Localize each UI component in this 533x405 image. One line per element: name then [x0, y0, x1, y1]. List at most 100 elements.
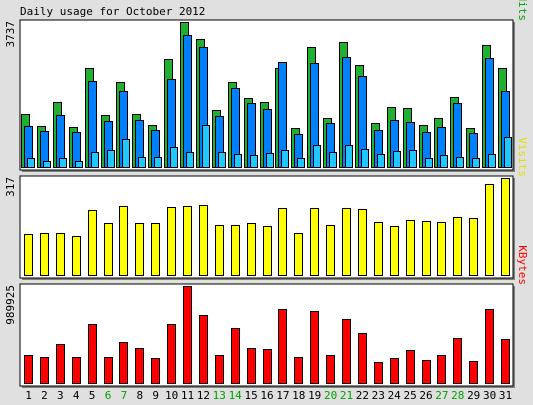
bar-pages-31 [504, 137, 512, 168]
bar-kbytes-16 [263, 349, 272, 384]
y-max-label: 3737 [4, 21, 17, 48]
x-label-16: 16 [260, 389, 273, 402]
bar-visits-4 [72, 236, 81, 276]
bar-kbytes-22 [358, 333, 367, 384]
x-label-5: 5 [89, 389, 96, 402]
panel-legend: Pages/Files/Hits [516, 0, 529, 21]
bar-kbytes-8 [135, 348, 144, 384]
x-label-4: 4 [73, 389, 80, 402]
bar-kbytes-4 [72, 357, 81, 384]
bar-visits-22 [358, 209, 367, 276]
bar-pages-6 [107, 150, 115, 168]
y-max-label: 989925 [4, 285, 17, 325]
bar-pages-26 [425, 158, 433, 168]
bar-pages-4 [75, 161, 83, 168]
bar-pages-10 [170, 147, 178, 168]
x-label-20: 20 [324, 389, 337, 402]
bar-pages-19 [313, 145, 321, 168]
series-kbytes [24, 286, 510, 384]
bar-pages-24 [393, 151, 401, 168]
series-pages [27, 125, 512, 168]
bar-pages-3 [59, 158, 67, 168]
bar-pages-28 [456, 157, 464, 168]
x-label-31: 31 [499, 389, 512, 402]
x-label-14: 14 [229, 389, 243, 402]
bar-visits-10 [167, 207, 176, 276]
bar-visits-30 [485, 184, 494, 276]
bar-visits-25 [406, 220, 415, 276]
bar-visits-18 [294, 233, 303, 276]
bar-visits-6 [104, 223, 113, 276]
bar-kbytes-30 [485, 309, 494, 384]
bar-pages-13 [218, 152, 226, 168]
bar-pages-14 [234, 154, 242, 168]
bar-pages-18 [297, 158, 305, 168]
x-label-30: 30 [483, 389, 496, 402]
chart-title: Daily usage for October 2012 [20, 5, 205, 18]
panel-hits: 3737 Pages/Files/Hits [4, 0, 529, 172]
x-label-17: 17 [276, 389, 289, 402]
bar-visits-14 [231, 225, 240, 276]
bar-visits-3 [56, 233, 65, 276]
series-files [24, 35, 510, 168]
bar-kbytes-2 [40, 357, 49, 384]
bar-pages-17 [281, 150, 289, 168]
bar-visits-26 [422, 221, 431, 276]
bar-pages-27 [440, 155, 448, 168]
bar-visits-11 [183, 206, 192, 276]
panel-visits: 317 Visits [4, 137, 529, 280]
x-label-22: 22 [356, 389, 369, 402]
chart-panels: 3737 Pages/Files/Hits 317 Visits 989925 KByte… [4, 0, 529, 388]
bar-kbytes-5 [88, 324, 97, 384]
bar-visits-17 [278, 208, 287, 276]
bar-visits-29 [469, 218, 478, 276]
bar-kbytes-27 [437, 355, 446, 384]
x-label-3: 3 [57, 389, 64, 402]
x-label-15: 15 [244, 389, 257, 402]
bar-pages-1 [27, 158, 35, 168]
bar-kbytes-25 [406, 350, 415, 384]
bar-visits-12 [199, 205, 208, 276]
bar-pages-9 [154, 157, 162, 168]
bar-kbytes-31 [501, 339, 510, 384]
x-label-25: 25 [403, 389, 416, 402]
x-label-21: 21 [340, 389, 353, 402]
bar-visits-24 [390, 226, 399, 276]
x-label-6: 6 [105, 389, 112, 402]
bar-visits-28 [453, 217, 462, 276]
bar-kbytes-10 [167, 324, 176, 384]
bar-pages-5 [91, 152, 99, 168]
bar-kbytes-19 [310, 311, 319, 384]
legend-kbytes: KBytes [516, 245, 529, 285]
bar-pages-12 [202, 125, 210, 168]
bar-kbytes-21 [342, 319, 351, 384]
bar-visits-16 [263, 226, 272, 276]
bar-pages-23 [377, 154, 385, 168]
bar-kbytes-6 [104, 357, 113, 384]
bar-kbytes-1 [24, 355, 33, 384]
bar-visits-9 [151, 223, 160, 276]
x-label-7: 7 [121, 389, 128, 402]
series-visits [24, 178, 510, 276]
bar-kbytes-9 [151, 358, 160, 384]
bar-visits-1 [24, 234, 33, 276]
bar-visits-15 [247, 223, 256, 276]
bar-kbytes-24 [390, 358, 399, 384]
bar-visits-5 [88, 210, 97, 276]
x-label-26: 26 [419, 389, 432, 402]
bar-kbytes-26 [422, 360, 431, 384]
x-label-11: 11 [181, 389, 194, 402]
legend-visits: Visits [516, 137, 529, 177]
bar-visits-20 [326, 225, 335, 276]
panel-legend: KBytes [516, 245, 529, 285]
x-label-27: 27 [435, 389, 448, 402]
y-max-label: 317 [4, 177, 17, 197]
bar-kbytes-28 [453, 338, 462, 384]
bar-pages-2 [43, 161, 51, 168]
x-label-28: 28 [451, 389, 464, 402]
x-label-9: 9 [152, 389, 159, 402]
x-label-2: 2 [41, 389, 48, 402]
x-label-12: 12 [197, 389, 210, 402]
x-label-18: 18 [292, 389, 305, 402]
